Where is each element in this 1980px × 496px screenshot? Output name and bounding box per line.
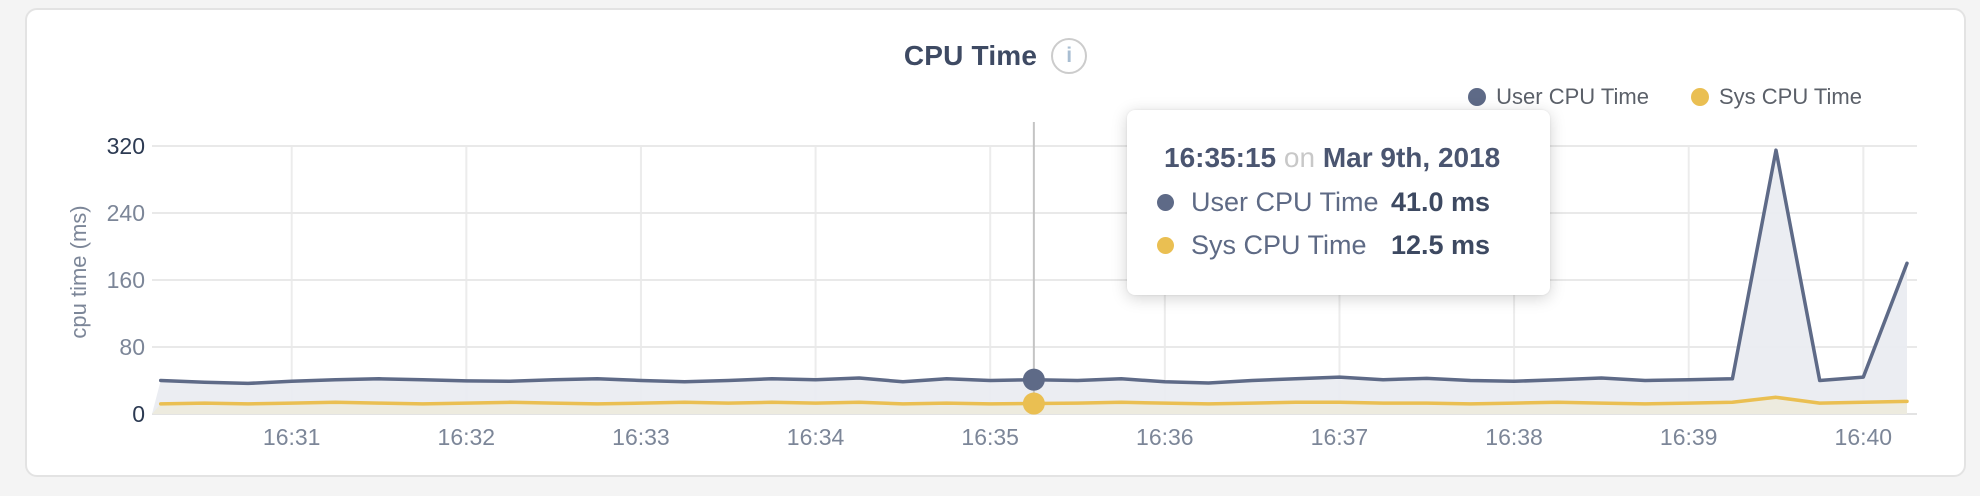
tooltip-date: Mar 9th, 2018 [1322, 142, 1501, 173]
x-axis-tick-label: 16:38 [1485, 424, 1543, 450]
chart-tooltip: 16:35:15 on Mar 9th, 2018 User CPU Time … [1127, 110, 1550, 295]
chart-legend: User CPU Time Sys CPU Time [1468, 84, 1862, 110]
y-axis-tick-label: 160 [106, 267, 145, 293]
tooltip-row-user: User CPU Time 41.0 ms [1157, 187, 1520, 217]
x-axis-tick-label: 16:32 [437, 424, 496, 450]
x-axis-tick-label: 16:39 [1659, 424, 1718, 450]
tooltip-conjunction: on [1283, 142, 1316, 173]
tooltip-time: 16:35:15 [1164, 142, 1277, 173]
x-axis-tick-label: 16:35 [961, 424, 1019, 450]
x-axis-tick-label: 16:31 [262, 424, 321, 450]
x-axis-tick-label: 16:33 [612, 424, 670, 450]
x-axis-tick-label: 16:36 [1136, 424, 1194, 450]
y-axis-tick-label: 80 [119, 334, 145, 360]
tooltip-user-value: 41.0 ms [1391, 187, 1491, 217]
sys-highlight-point[interactable] [1022, 392, 1045, 415]
cpu-time-line-chart[interactable] [27, 10, 1980, 496]
cpu-time-chart-card: CPU Time i User CPU Time Sys CPU Time 16:… [25, 8, 1966, 477]
tooltip-user-label: User CPU Time [1191, 187, 1379, 217]
y-axis-tick-label: 240 [106, 200, 145, 226]
chart-header: CPU Time i [27, 38, 1964, 74]
user-series-dot-icon [1157, 193, 1174, 211]
legend-item-sys-cpu-time[interactable]: Sys CPU Time [1690, 84, 1862, 110]
user-legend-dot-icon [1468, 88, 1487, 106]
x-axis-tick-label: 16:37 [1310, 424, 1369, 450]
sys-legend-dot-icon [1690, 88, 1709, 106]
user-cpu-area-fill [152, 150, 1907, 414]
y-axis-title: cpu time (ms) [66, 205, 91, 339]
tooltip-row-sys: Sys CPU Time 12.5 ms [1157, 230, 1520, 260]
legend-label: User CPU Time [1496, 84, 1649, 109]
y-axis-tick-label: 320 [106, 133, 145, 159]
chart-title: CPU Time [903, 40, 1038, 71]
tooltip-header: 16:35:15 on Mar 9th, 2018 [1164, 142, 1520, 174]
tooltip-sys-label: Sys CPU Time [1191, 230, 1367, 260]
info-icon[interactable]: i [1051, 38, 1088, 74]
x-axis-tick-label: 16:40 [1834, 424, 1893, 450]
legend-label: Sys CPU Time [1718, 84, 1862, 109]
legend-item-user-cpu-time[interactable]: User CPU Time [1468, 84, 1649, 110]
y-axis-tick-label: 0 [132, 401, 145, 427]
sys-series-dot-icon [1157, 236, 1174, 254]
user-highlight-point[interactable] [1022, 368, 1045, 391]
x-axis-tick-label: 16:34 [786, 424, 845, 450]
tooltip-sys-value: 12.5 ms [1391, 230, 1491, 260]
